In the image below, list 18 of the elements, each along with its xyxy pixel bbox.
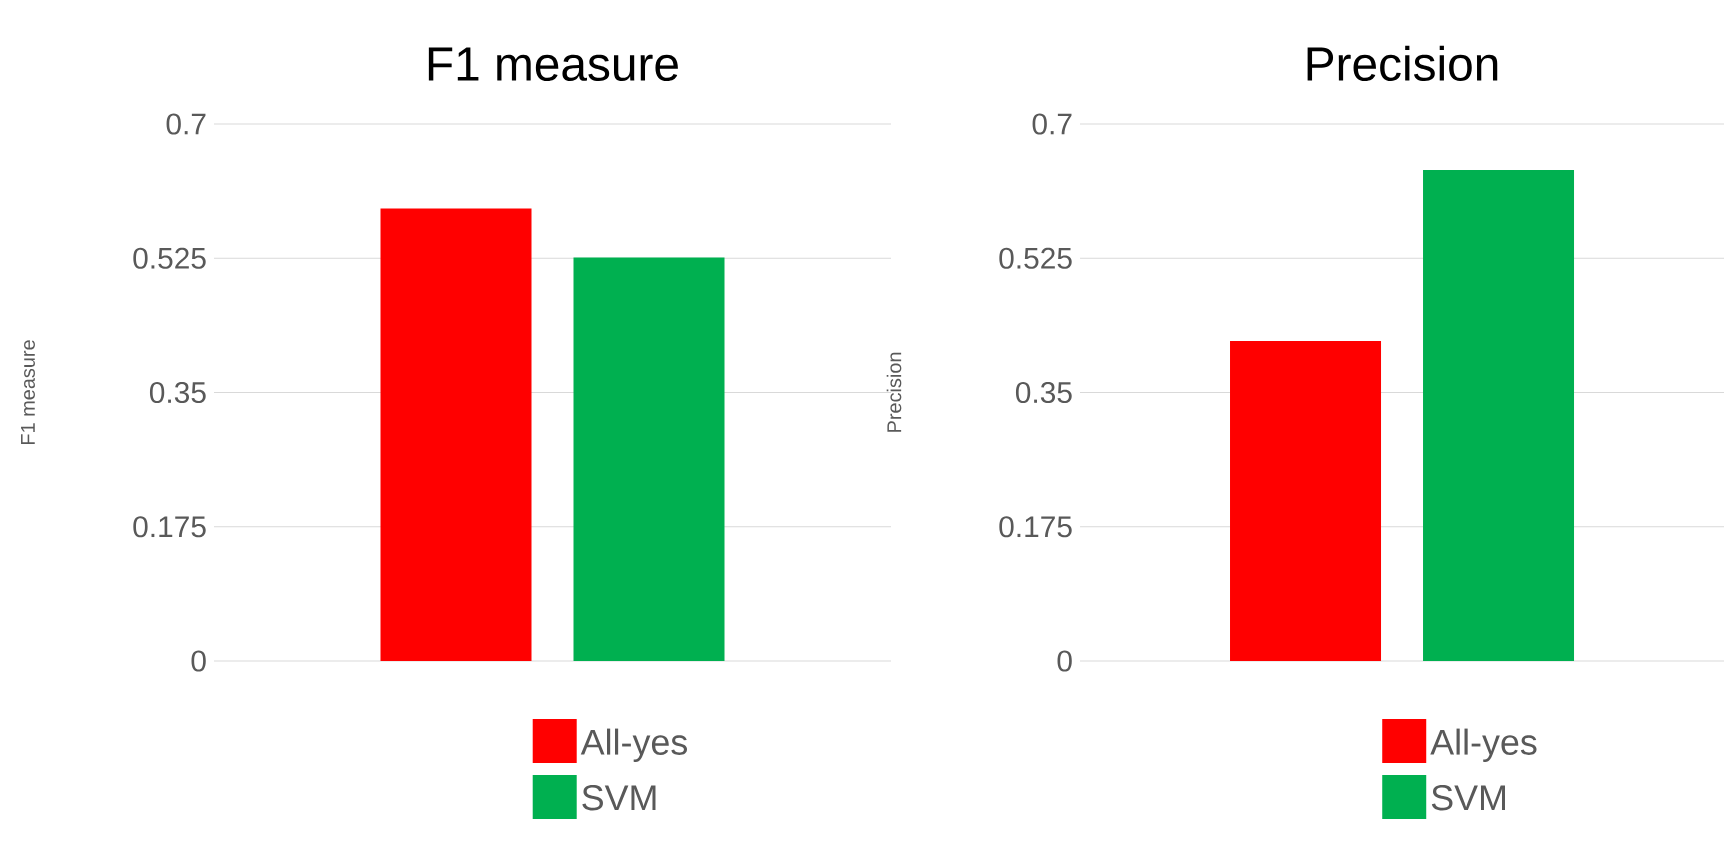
y-tick-label: 0.175 (999, 516, 1072, 538)
chart-title: Precision (1307, 45, 1498, 81)
y-tick-label: 0.7 (1032, 113, 1072, 135)
y-tick-label: 0 (191, 650, 206, 672)
y-tick-label: 0.7 (166, 113, 206, 135)
y-axis-title: Precision (886, 352, 902, 432)
y-tick-label: 0.175 (133, 516, 206, 538)
legend-label: All-yes (580, 728, 688, 763)
y-tick-label: 0.525 (999, 247, 1072, 269)
y-tick-label: 0.35 (1015, 381, 1072, 404)
legend-label: All-yes (1430, 728, 1537, 763)
y-tick-label: 0.35 (149, 381, 206, 404)
y-axis-title: F1 measure (21, 340, 35, 445)
y-tick-label: 0.525 (133, 247, 206, 269)
legend-label: SVM (1431, 785, 1505, 811)
legend-label: SVM (582, 785, 656, 811)
chart-title: F1 measure (428, 47, 678, 81)
y-tick-label: 0 (1057, 650, 1072, 672)
